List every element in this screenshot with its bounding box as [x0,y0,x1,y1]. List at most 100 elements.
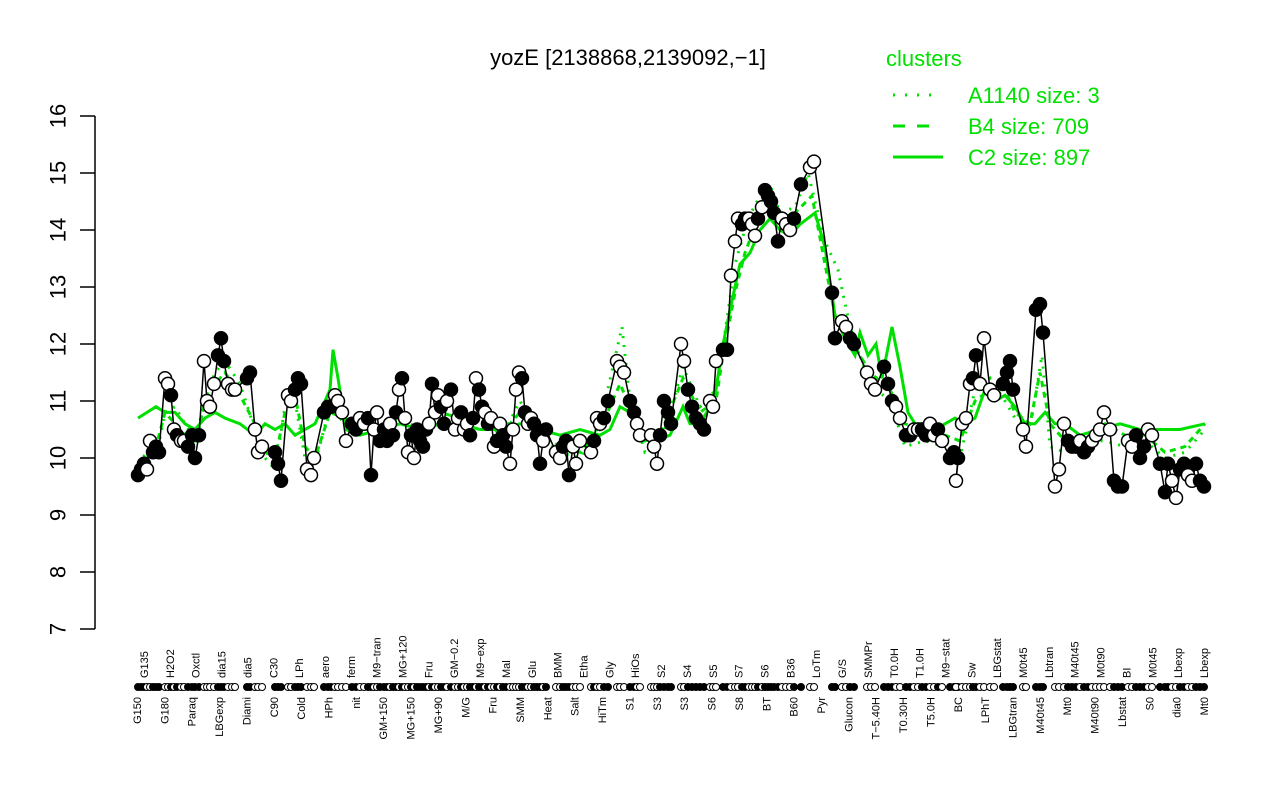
data-point [1051,462,1067,477]
x-label-bottom: T0.30H [898,697,910,733]
x-label-bottom: G150 [132,697,144,724]
data-point [443,382,459,397]
data-point [561,467,577,483]
y-tick-label: 8 [46,566,71,578]
data-point [1015,422,1031,437]
x-label-bottom: Mt0 [1062,697,1074,715]
x-label-top: C30 [268,658,280,678]
x-label-bottom: BT [761,697,773,711]
data-point [892,410,908,426]
y-tick-label: 11 [46,390,71,413]
x-marker [850,683,858,691]
x-label-top: LoTm [811,650,823,678]
x-label-top: T1.0H [915,648,927,678]
x-label-top: BI [1121,668,1133,678]
expression-series [130,154,1212,506]
x-marker [310,683,318,691]
data-point [139,462,155,477]
data-point [673,336,689,352]
x-label-bottom: nit [351,697,363,709]
legend-entry-b4: B4 size: 709 [968,114,1089,139]
data-point [462,427,478,443]
y-tick-label: 16 [46,104,71,128]
x-label-bottom: Lbstat [1117,697,1129,727]
x-label-top: HiOs [630,653,642,678]
x-label-top: Glu [527,661,539,678]
x-label-top: M0t90 [1096,647,1108,678]
x-label-bottom: S6 [707,697,719,710]
x-label-top: SMMPr [863,641,875,678]
x-marker [1009,683,1017,691]
x-label-top: M9−tran [372,637,384,678]
data-point [968,348,984,363]
legend-entry-a1140: A1140 size: 3 [968,83,1100,108]
data-point [1056,416,1072,432]
data-point [572,433,588,449]
x-label-bottom: S3 [679,697,691,710]
x-label-bottom: B60 [789,697,801,717]
x-marker [636,683,644,691]
data-point [406,450,422,466]
data-point [502,456,518,471]
data-point [505,422,521,437]
data-point [187,450,203,466]
x-marker [1022,683,1030,691]
data-point [242,365,258,380]
x-label-bottom: C90 [269,697,281,717]
x-label-top: S2 [656,665,668,678]
data-point [696,422,712,437]
x-label-bottom: M40t90 [1090,697,1102,734]
data-point [273,473,289,489]
data-point [424,376,440,392]
x-label-bottom: M/G [460,697,472,718]
chart-title: yozE [2138868,2139092,−1] [490,45,766,70]
x-label-top: Lbtran [1044,647,1056,678]
x-label-bottom: MG+150 [406,697,418,740]
data-point [649,456,665,471]
x-label-top: Mal [501,660,513,678]
data-point [824,285,840,300]
x-label-bottom: LPhT [980,697,992,724]
x-label-top: LBGstat [992,638,1004,678]
x-label-bottom: S1 [624,697,636,710]
data-point [747,228,763,243]
data-point [436,416,452,432]
x-label-bottom: T5.0H [925,697,937,727]
data-point [616,365,632,380]
data-point [1136,439,1152,454]
x-label-top: ferm [346,656,358,678]
data-point [708,353,724,369]
x-marker [790,683,798,691]
data-point [303,467,319,483]
x-marker [277,683,285,691]
x-label-bottom: S8 [734,697,746,710]
x-label-bottom: T−5.40H [871,697,883,740]
data-point [338,433,354,449]
data-point [1005,382,1021,397]
x-label-top: Lbexp [1199,648,1211,678]
data-point [514,370,530,386]
x-label-bottom: LBGtran [1007,697,1019,738]
x-marker [576,683,584,691]
x-marker [1148,683,1156,691]
x-label-top: MG+120 [398,636,410,679]
x-marker [797,683,805,691]
x-marker [810,683,818,691]
x-marker [1039,683,1047,691]
data-point [1102,422,1118,437]
x-marker [938,683,946,691]
data-point [876,359,892,375]
x-label-top: G135 [139,651,151,678]
x-label-top: M0t45 [1018,647,1030,678]
x-label-top: M9−stat [940,639,952,678]
x-marker [871,683,879,691]
y-tick-label: 10 [46,446,71,470]
x-label-bottom: SMM [515,697,527,723]
data-point [1018,439,1034,454]
y-tick-label: 14 [46,218,71,242]
data-point [705,399,721,414]
x-label-bottom: LBGexp [214,697,226,737]
data-point [723,268,739,283]
x-label-top: Gly [604,661,616,678]
